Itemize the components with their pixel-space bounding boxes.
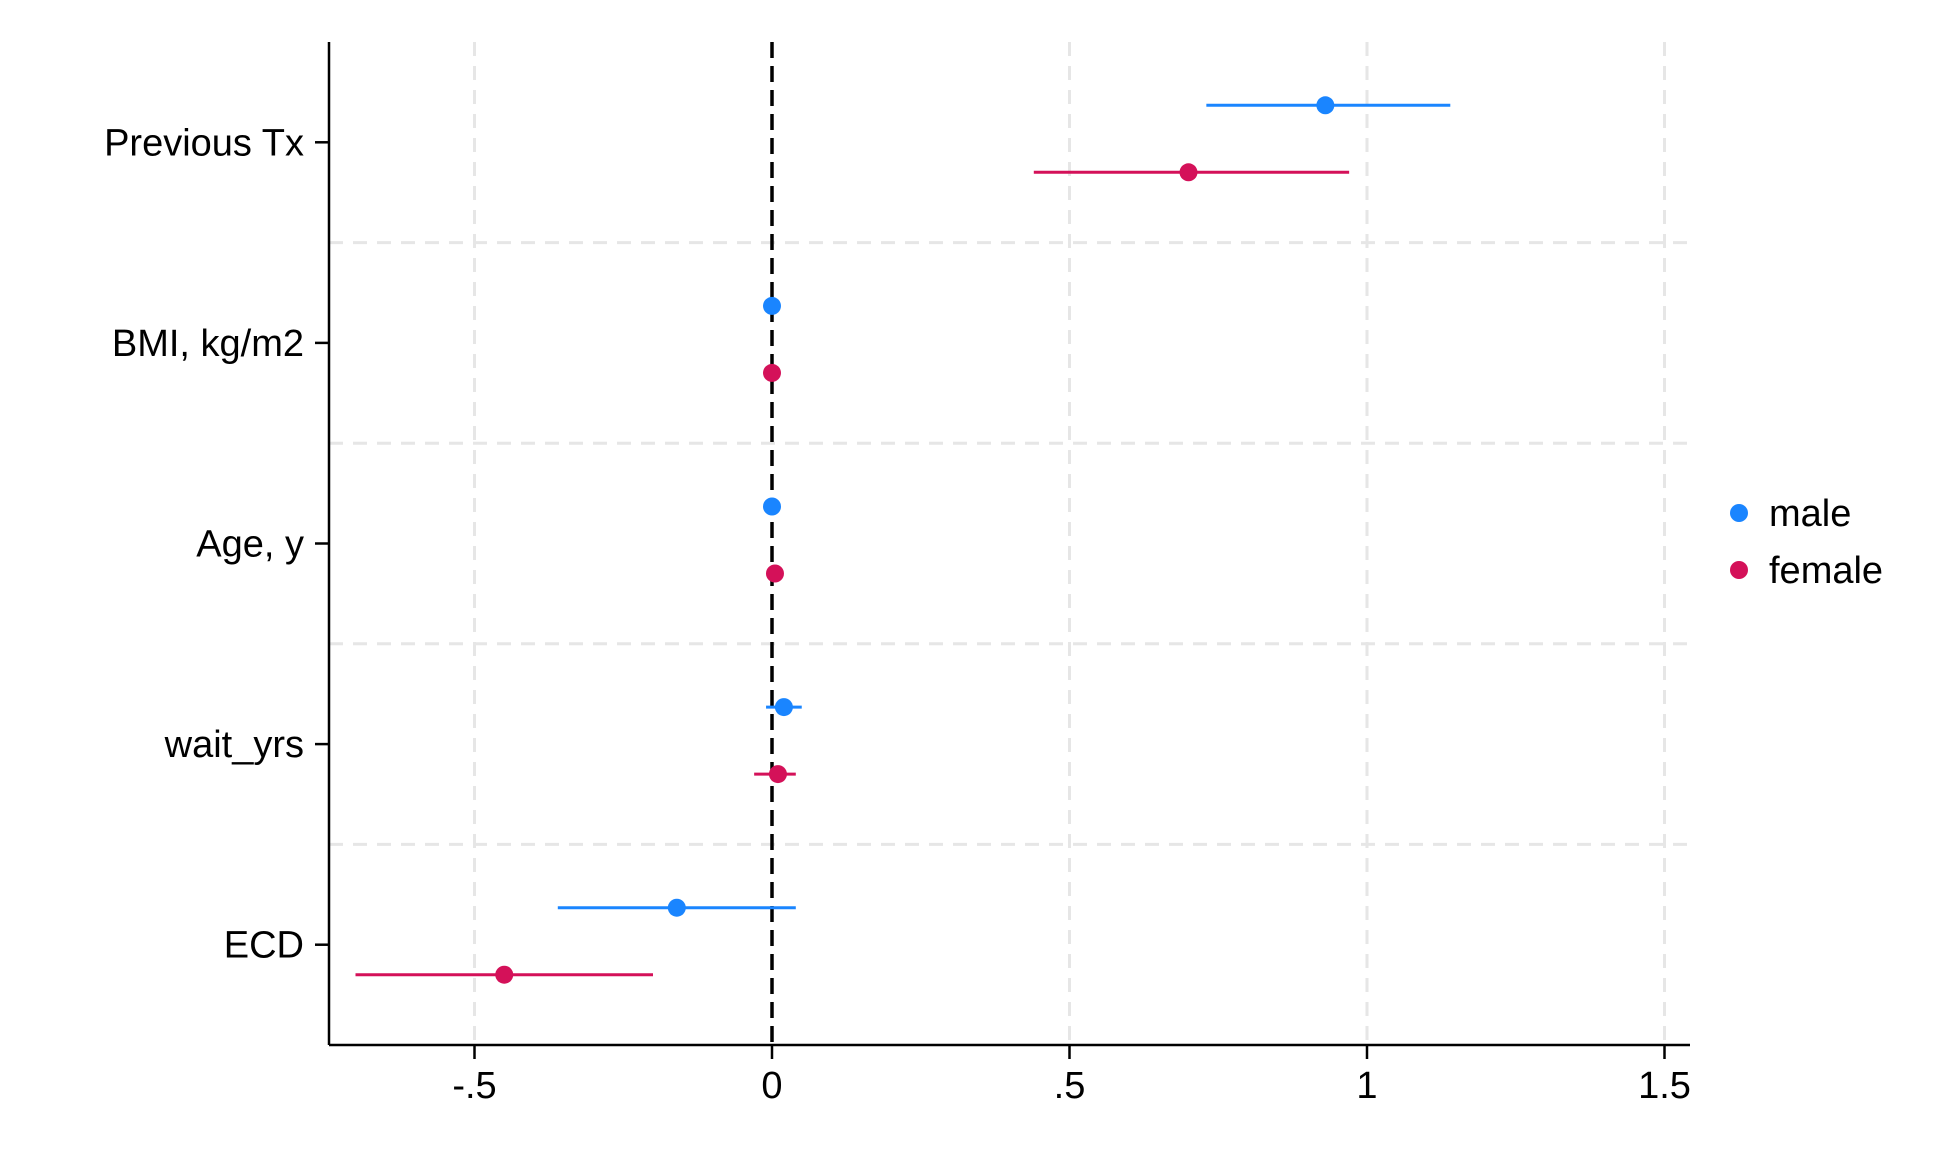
point-estimate-female bbox=[765, 564, 784, 583]
y-category-label: ECD bbox=[224, 925, 304, 967]
x-tick-label: 0 bbox=[761, 1065, 782, 1107]
x-tick-label: 1.5 bbox=[1638, 1065, 1691, 1107]
grid-lines bbox=[329, 42, 1690, 1045]
point-estimate-male bbox=[763, 497, 781, 516]
y-category-label: wait_yrs bbox=[164, 724, 304, 766]
legend-marker-male bbox=[1730, 504, 1748, 522]
point-estimate-male bbox=[774, 698, 793, 717]
y-category-label: Previous Tx bbox=[104, 122, 304, 164]
point-estimate-male bbox=[667, 898, 686, 917]
legend: male female bbox=[1730, 493, 1883, 592]
point-estimate-male bbox=[763, 296, 781, 315]
point-estimate-female bbox=[768, 765, 787, 784]
point-estimate-male bbox=[1316, 96, 1335, 115]
legend-label-male: male bbox=[1769, 493, 1851, 535]
x-tick-label: -.5 bbox=[452, 1065, 496, 1107]
axes: -.5 0 .5 1 1.5 Previous Tx BMI, kg/m2 Age, y wai… bbox=[104, 42, 1691, 1107]
legend-label-female: female bbox=[1769, 550, 1883, 592]
point-estimate-female bbox=[495, 965, 514, 984]
x-tick-label: .5 bbox=[1054, 1065, 1086, 1107]
point-estimate-female bbox=[1179, 163, 1198, 182]
legend-marker-female bbox=[1730, 561, 1748, 579]
y-category-label: Age, y bbox=[196, 524, 304, 566]
data-marks bbox=[355, 96, 1451, 984]
point-estimate-female bbox=[763, 363, 781, 382]
x-tick-label: 1 bbox=[1356, 1065, 1377, 1107]
y-category-label: BMI, kg/m2 bbox=[112, 323, 304, 365]
